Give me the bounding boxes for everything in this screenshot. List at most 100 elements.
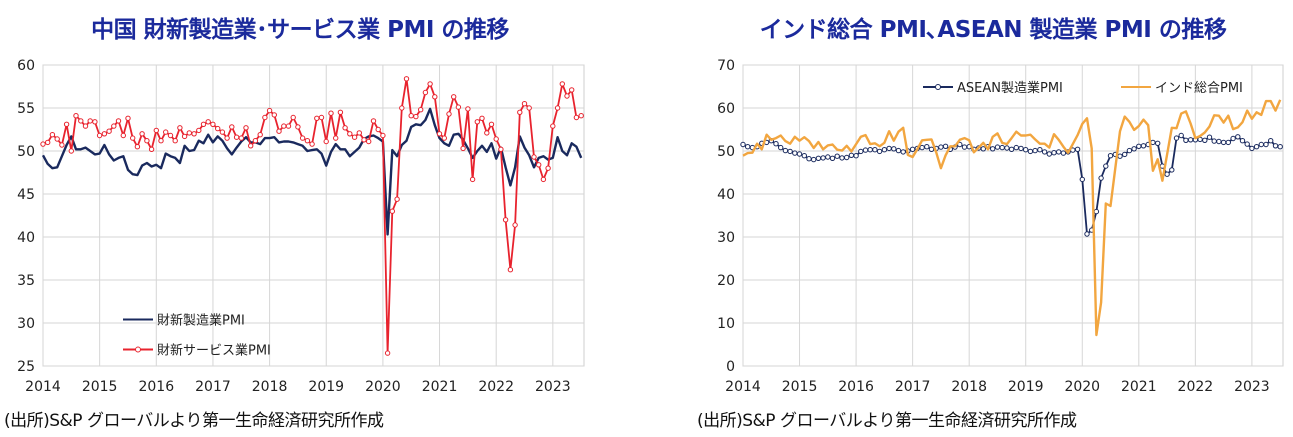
data-point [573, 114, 580, 121]
data-point [408, 113, 414, 119]
data-point [796, 151, 803, 157]
data-point [919, 144, 925, 151]
data-point [1272, 143, 1279, 149]
data-point [78, 118, 84, 124]
data-point [399, 105, 405, 111]
data-point [144, 138, 150, 144]
data-point [1268, 138, 1274, 144]
data-point [540, 176, 547, 183]
x-tick-label: 2022 [1178, 379, 1214, 395]
y-tick-label: 40 [17, 230, 35, 246]
legend-label: ASEAN製造業PMI [957, 80, 1063, 96]
data-point [432, 94, 438, 100]
y-tick-label: 60 [717, 101, 735, 117]
data-point [1173, 135, 1180, 141]
data-point [1107, 153, 1114, 159]
legend-label: 財新サービス業PMI [157, 343, 271, 359]
data-point [314, 115, 320, 122]
data-point [526, 105, 532, 111]
data-point [999, 144, 1005, 151]
data-point [229, 124, 235, 130]
data-point [517, 109, 523, 116]
data-point [1150, 139, 1156, 146]
data-point [569, 87, 575, 93]
data-point [1117, 153, 1123, 159]
data-point [82, 123, 89, 129]
chart-source: (出所)S&P グローバルより第一生命経済研究所作成 [697, 411, 1077, 431]
data-point [465, 106, 471, 112]
data-point [1084, 231, 1090, 237]
data-point [1103, 163, 1109, 169]
data-point [130, 135, 136, 141]
data-point [792, 150, 798, 156]
data-point [1202, 137, 1208, 144]
data-point [881, 147, 888, 153]
data-point [474, 119, 480, 125]
data-point [1187, 137, 1194, 143]
data-point [815, 155, 822, 162]
data-point [92, 119, 98, 125]
data-point [1164, 171, 1170, 177]
data-point [848, 152, 855, 159]
data-point [1239, 138, 1246, 144]
data-point [45, 139, 51, 146]
x-tick-label: 2020 [365, 379, 401, 395]
data-point [1126, 147, 1133, 154]
legend: ASEAN製造業PMI インド総合PMI [923, 80, 1243, 96]
chart-china-pmi: 25 30 35 40 45 50 55 60 2014 2015 2016 2017 2018 2019… [17, 58, 585, 395]
y-tick-label: 35 [17, 273, 35, 289]
data-point [215, 125, 221, 132]
y-tick-label: 10 [717, 316, 735, 332]
data-point [787, 148, 793, 155]
data-point [87, 118, 93, 124]
data-point [257, 132, 263, 138]
data-point [862, 147, 869, 153]
data-point [139, 131, 145, 137]
data-point [531, 154, 537, 160]
data-point [891, 146, 897, 152]
legend: 財新製造業PMI 財新サービス業PMI [123, 313, 271, 359]
data-point [1041, 149, 1048, 155]
data-point [1140, 143, 1147, 149]
data-point [961, 144, 968, 150]
data-point [243, 125, 249, 131]
data-point [153, 127, 160, 134]
data-point [1056, 149, 1062, 155]
x-tick-label: 2014 [25, 379, 61, 395]
data-point [394, 196, 400, 202]
x-tick-label: 2019 [1008, 379, 1044, 395]
data-point [820, 155, 826, 161]
data-point [233, 134, 240, 140]
data-point [163, 129, 169, 135]
data-point [106, 128, 112, 134]
data-point [1004, 145, 1010, 151]
data-point [1249, 145, 1255, 152]
y-tick-label: 20 [717, 273, 735, 289]
data-point [351, 134, 358, 140]
data-point [111, 123, 117, 129]
data-point [853, 153, 859, 159]
data-point [63, 121, 70, 128]
data-point [1136, 143, 1142, 150]
x-tick-label: 2014 [725, 379, 761, 395]
data-point [829, 155, 836, 162]
data-point [801, 153, 808, 159]
data-point [876, 148, 883, 155]
data-point [380, 132, 386, 139]
data-point [413, 113, 419, 120]
data-point [96, 132, 103, 139]
y-tick-label: 0 [726, 359, 735, 375]
data-point [1244, 141, 1250, 147]
data-point [1051, 150, 1057, 156]
data-point [403, 76, 410, 82]
data-point [806, 156, 812, 162]
y-tick-label: 50 [17, 144, 35, 160]
data-point [73, 113, 79, 119]
x-tick-label: 2021 [1121, 379, 1157, 395]
data-point [469, 176, 476, 183]
data-point [488, 121, 495, 128]
x-tick-label: 2019 [308, 379, 344, 395]
data-point [1253, 144, 1260, 150]
data-point [545, 165, 551, 171]
data-point [773, 141, 779, 147]
